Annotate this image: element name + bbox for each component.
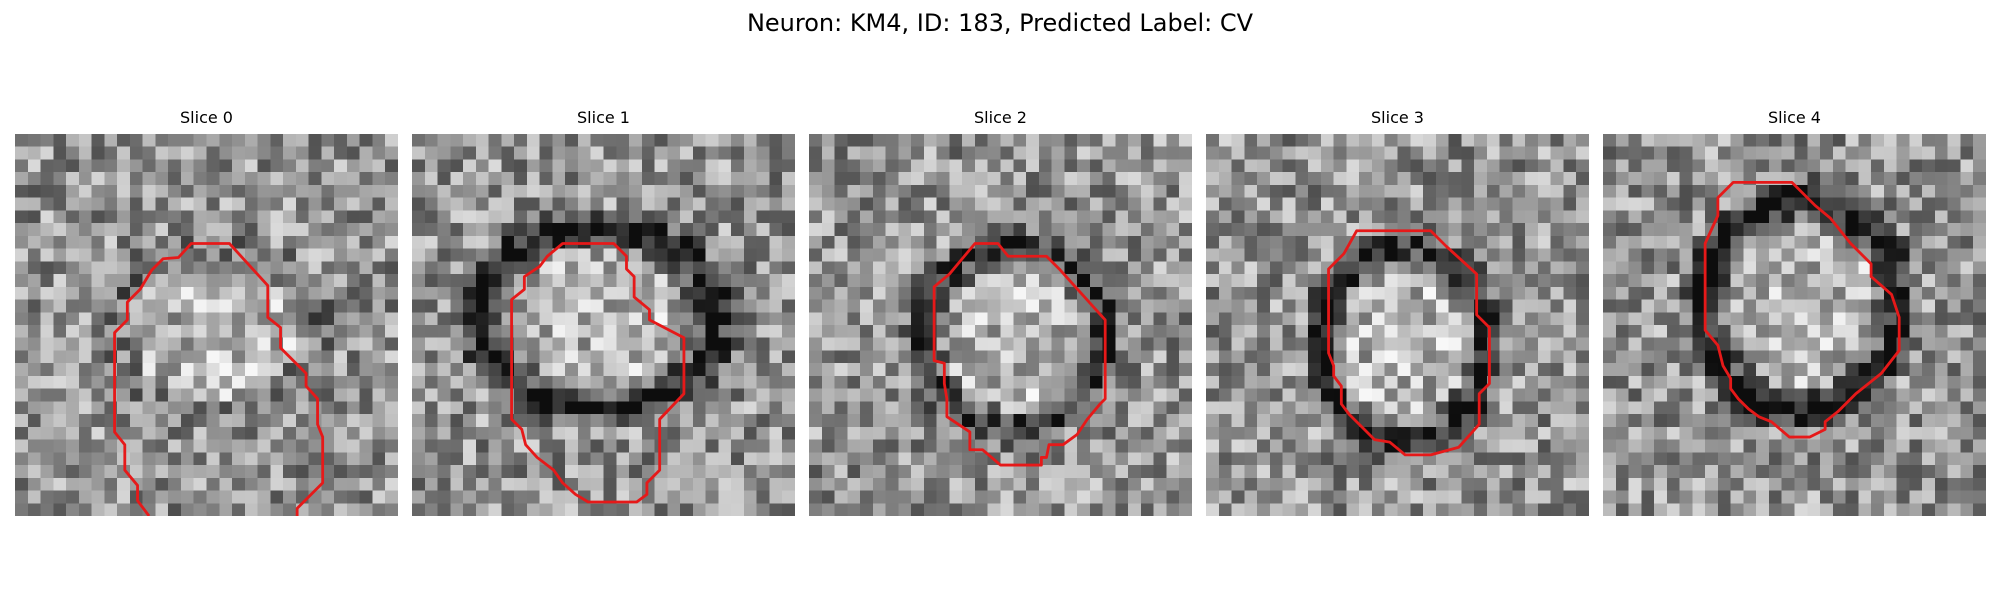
segmentation-contour xyxy=(932,242,1107,467)
slice-image xyxy=(412,134,795,516)
slice-image xyxy=(15,134,398,516)
segmentation-contour xyxy=(510,242,686,504)
grayscale-patch xyxy=(809,134,1192,516)
grayscale-patch xyxy=(15,134,398,516)
segmentation-contour xyxy=(1327,229,1491,457)
slice-title: Slice 2 xyxy=(974,108,1027,127)
segmentation-contour xyxy=(1703,180,1901,439)
figure-title: Neuron: KM4, ID: 183, Predicted Label: C… xyxy=(746,9,1254,37)
slice-image xyxy=(1603,134,1986,516)
grayscale-patch xyxy=(1603,134,1986,516)
grayscale-patch xyxy=(1206,134,1589,516)
segmentation-contour xyxy=(113,242,325,516)
slice-title: Slice 4 xyxy=(1768,108,1821,127)
slice-title: Slice 0 xyxy=(180,108,233,127)
slice-title: Slice 1 xyxy=(577,108,630,127)
slice-image xyxy=(1206,134,1589,516)
slice-image xyxy=(809,134,1192,516)
grayscale-patch xyxy=(412,134,795,516)
slice-title: Slice 3 xyxy=(1371,108,1424,127)
